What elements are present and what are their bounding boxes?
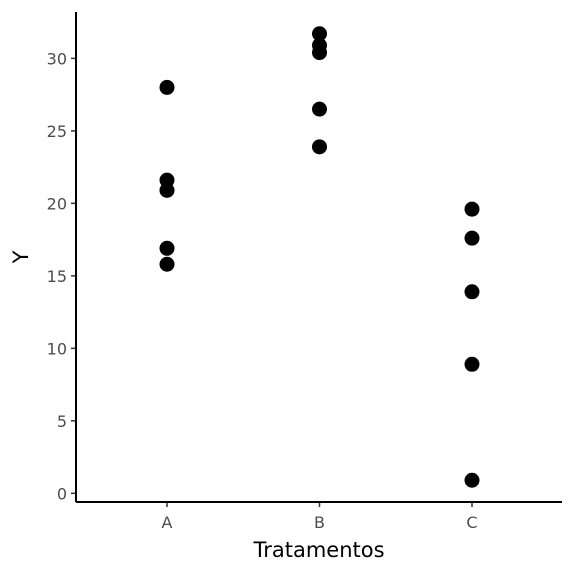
x-tick-label: C — [466, 513, 477, 532]
y-tick-label: 25 — [47, 122, 67, 141]
data-point — [312, 26, 327, 42]
data-point — [312, 101, 327, 117]
y-tick-label: 15 — [47, 267, 67, 286]
data-point — [312, 139, 327, 155]
y-axis-ticks: 0 5 10 15 20 25 30 — [47, 49, 76, 503]
data-point — [464, 284, 480, 300]
data-point — [312, 45, 327, 61]
data-point — [464, 201, 480, 217]
y-tick-label: 20 — [47, 194, 67, 213]
data-point — [159, 240, 175, 256]
data-point — [159, 256, 175, 272]
x-axis-title: Tratamentos — [252, 538, 384, 562]
y-tick-label: 30 — [47, 49, 67, 68]
data-points — [159, 26, 480, 488]
x-axis-ticks: A B C — [162, 502, 478, 532]
y-axis-title: Y — [9, 250, 33, 264]
y-tick-label: 10 — [47, 339, 67, 358]
y-tick-label: 5 — [57, 412, 67, 431]
data-point — [464, 230, 480, 246]
y-tick-label: 0 — [57, 484, 67, 503]
data-point — [464, 472, 480, 488]
x-tick-label: A — [162, 513, 173, 532]
x-tick-label: B — [314, 513, 325, 532]
data-point — [159, 79, 175, 95]
data-point — [464, 356, 480, 372]
data-point — [159, 182, 175, 198]
